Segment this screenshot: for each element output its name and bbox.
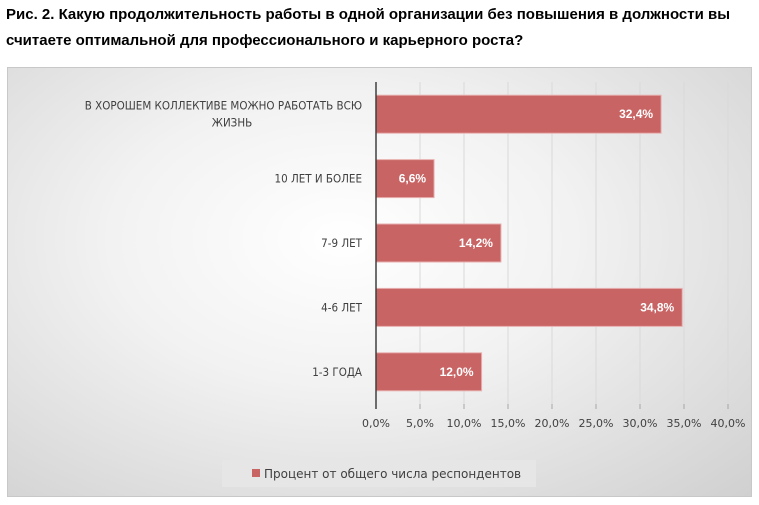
category-label: 4-6 ЛЕТ xyxy=(321,300,363,314)
x-tick-label: 30,0% xyxy=(623,417,658,430)
legend-swatch xyxy=(252,469,260,477)
bar xyxy=(375,287,683,327)
category-label: 10 ЛЕТ И БОЛЕЕ xyxy=(275,172,363,186)
x-tick-label: 20,0% xyxy=(535,417,570,430)
x-tick-label: 10,0% xyxy=(447,417,482,430)
x-tick-label: 5,0% xyxy=(406,417,434,430)
category-label: 7-9 ЛЕТ xyxy=(321,236,363,250)
chart-area xyxy=(7,67,752,497)
legend-label: Процент от общего числа респондентов xyxy=(264,467,521,481)
category-label: В ХОРОШЕМ КОЛЛЕКТИВЕ МОЖНО РАБОТАТЬ ВСЮ xyxy=(85,99,362,113)
x-tick-label: 0,0% xyxy=(362,417,390,430)
data-label: 32,4% xyxy=(619,107,653,121)
legend-box xyxy=(222,460,536,487)
data-label: 14,2% xyxy=(459,236,493,250)
x-tick-label: 40,0% xyxy=(711,417,746,430)
x-tick-label: 25,0% xyxy=(579,417,614,430)
data-label: 12,0% xyxy=(440,365,474,379)
x-tick-label: 15,0% xyxy=(491,417,526,430)
bar xyxy=(375,159,435,199)
data-label: 6,6% xyxy=(399,172,427,186)
data-label: 34,8% xyxy=(640,300,674,314)
x-tick-label: 35,0% xyxy=(667,417,702,430)
category-label: 1-3 ГОДА xyxy=(312,365,362,379)
figure-title: Рис. 2. Какую продолжительность работы в… xyxy=(6,6,731,49)
bar xyxy=(375,94,662,134)
category-label: ЖИЗНЬ xyxy=(212,116,252,130)
